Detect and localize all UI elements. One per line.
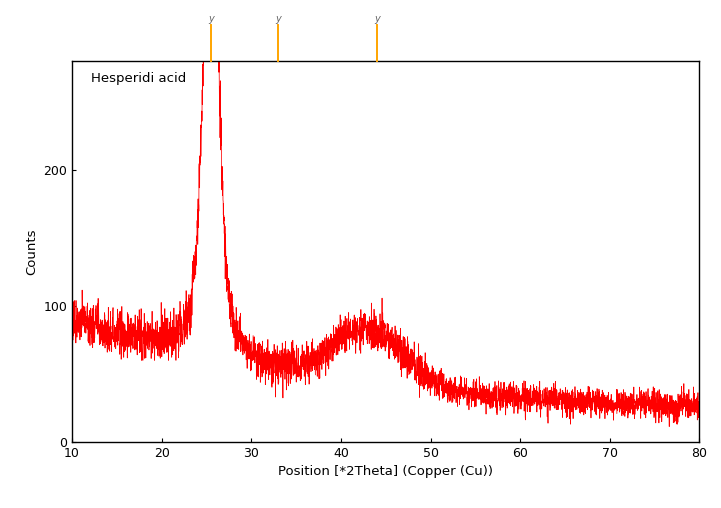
Text: y: y — [208, 14, 214, 24]
X-axis label: Position [*2Theta] (Copper (Cu)): Position [*2Theta] (Copper (Cu)) — [278, 465, 493, 479]
Text: y: y — [374, 14, 380, 24]
Text: y: y — [275, 14, 281, 24]
Text: Hesperidi acid: Hesperidi acid — [91, 72, 186, 85]
Y-axis label: Counts: Counts — [25, 228, 37, 275]
